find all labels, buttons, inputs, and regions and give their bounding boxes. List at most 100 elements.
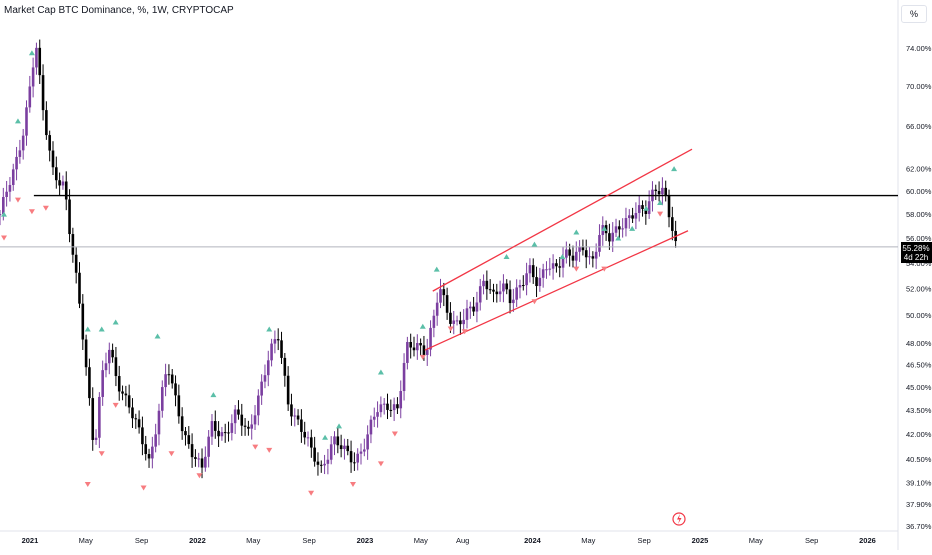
pivot-low-marker bbox=[349, 481, 356, 487]
pivot-high-marker bbox=[657, 199, 664, 205]
candle-body bbox=[478, 286, 482, 303]
candle-body bbox=[2, 197, 5, 215]
candle-body bbox=[121, 391, 124, 394]
pivot-high-marker bbox=[336, 423, 343, 429]
candle-body bbox=[58, 180, 61, 186]
x-tick-label: May bbox=[414, 536, 428, 545]
x-tick-label: 2026 bbox=[859, 536, 876, 545]
candle-body bbox=[180, 416, 184, 432]
candle-body bbox=[389, 409, 393, 411]
candle-body bbox=[200, 458, 204, 468]
candle-body bbox=[247, 426, 250, 429]
candle-body bbox=[571, 255, 575, 261]
candle-body bbox=[88, 367, 91, 399]
x-tick-label: 2021 bbox=[22, 536, 39, 545]
candle-body bbox=[382, 403, 386, 405]
candle-body bbox=[55, 167, 58, 181]
candle-body bbox=[422, 345, 426, 355]
candle-body bbox=[661, 187, 664, 195]
channel-lower-line[interactable] bbox=[424, 230, 689, 351]
candle-body bbox=[667, 196, 671, 218]
candle-body bbox=[207, 436, 210, 457]
candle-body bbox=[15, 156, 18, 170]
pivot-low-marker bbox=[98, 451, 105, 457]
candle-body bbox=[303, 431, 307, 438]
y-tick-label: 70.00% bbox=[906, 82, 932, 91]
candle-body bbox=[111, 349, 114, 358]
pivot-high-marker bbox=[629, 225, 636, 231]
candle-body bbox=[455, 320, 459, 322]
candle-body bbox=[38, 47, 42, 76]
candle-body bbox=[316, 461, 320, 465]
x-tick-label: 2025 bbox=[692, 536, 709, 545]
percent-scale-button[interactable]: % bbox=[901, 5, 927, 23]
candle-body bbox=[8, 184, 12, 192]
candle-body bbox=[78, 272, 81, 304]
candle-body bbox=[644, 209, 648, 214]
candle-body bbox=[253, 415, 257, 425]
pivot-low-marker bbox=[14, 197, 21, 203]
pivot-low-marker bbox=[112, 402, 119, 408]
pivot-low-marker bbox=[461, 329, 468, 335]
pivot-high-marker bbox=[1, 211, 7, 217]
candle-body bbox=[541, 269, 545, 278]
candle-body bbox=[574, 251, 578, 261]
candle-body bbox=[313, 447, 316, 462]
candle-body bbox=[588, 256, 591, 258]
candle-body bbox=[204, 456, 207, 468]
pivot-high-marker bbox=[84, 326, 91, 332]
candle-body bbox=[11, 169, 15, 185]
markers bbox=[1, 50, 678, 496]
pivot-high-marker bbox=[615, 235, 622, 241]
candle-body bbox=[399, 391, 403, 409]
candle-body bbox=[154, 434, 157, 447]
candle-body bbox=[409, 342, 412, 348]
x-tick-label: Aug bbox=[456, 536, 469, 545]
candle-body bbox=[548, 268, 552, 270]
lightning-icon[interactable] bbox=[672, 512, 686, 526]
candle-body bbox=[240, 414, 244, 426]
candle-body bbox=[326, 459, 330, 464]
candle-body bbox=[306, 437, 310, 439]
pivot-high-marker bbox=[643, 205, 650, 211]
candle-body bbox=[227, 432, 230, 434]
y-tick-label: 60.00% bbox=[906, 187, 932, 196]
candle-body bbox=[449, 312, 452, 324]
candle-body bbox=[469, 306, 472, 309]
pivot-high-marker bbox=[559, 254, 566, 260]
candle-body bbox=[565, 249, 568, 258]
candle-body bbox=[276, 339, 280, 341]
y-tick-label: 58.00% bbox=[906, 210, 932, 219]
candle-body bbox=[459, 320, 462, 325]
candle-body bbox=[654, 189, 658, 192]
candle-body bbox=[558, 266, 562, 268]
candle-body bbox=[310, 437, 313, 448]
time-axis[interactable]: 2021 May Sep 2022 May Sep 2023 May Aug 2024 May Sep… bbox=[22, 536, 876, 545]
price-axis[interactable]: 36.70% 37.90% 39.10% 40.50% 42.00% 43.50% 45.0… bbox=[906, 44, 932, 531]
candle-body bbox=[280, 340, 283, 358]
candle-body bbox=[386, 403, 389, 410]
candle-body bbox=[137, 419, 141, 428]
candle-body bbox=[356, 453, 359, 463]
candle-body bbox=[505, 283, 509, 290]
pivot-low-marker bbox=[308, 490, 315, 496]
channel-upper-line[interactable] bbox=[432, 148, 693, 292]
candle-body bbox=[257, 395, 260, 416]
candle-body bbox=[624, 218, 628, 229]
candle-body bbox=[197, 458, 201, 460]
x-tick-label: May bbox=[581, 536, 595, 545]
candle-body bbox=[141, 427, 144, 445]
candle-body bbox=[177, 395, 181, 417]
candle-body bbox=[485, 280, 489, 290]
y-tick-label: 45.00% bbox=[906, 383, 932, 392]
x-tick-label: 2023 bbox=[357, 536, 374, 545]
pivot-low-marker bbox=[657, 211, 664, 217]
candle-body bbox=[531, 265, 535, 278]
candle-body bbox=[104, 363, 108, 371]
candle-body bbox=[611, 232, 615, 242]
overlays bbox=[0, 148, 898, 351]
pivot-low-marker bbox=[42, 205, 49, 211]
